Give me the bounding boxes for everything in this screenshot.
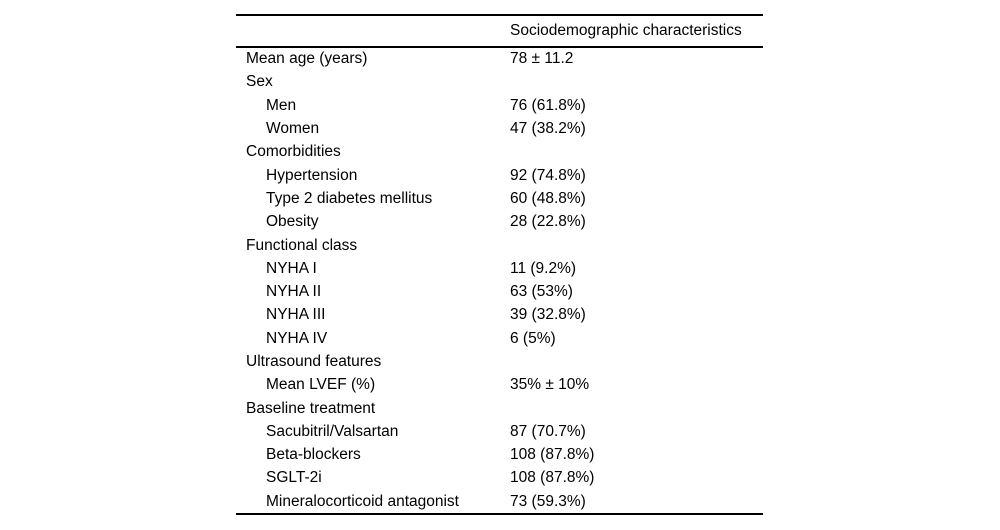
table-header-row: Sociodemographic characteristics [236,16,763,46]
table-row: Mean age (years) 78 ± 11.2 [236,48,763,71]
table-row: Mean LVEF (%) 35% ± 10% [236,374,763,397]
table-rule-header-separator [236,45,763,48]
row-value: 11 (9.2%) [510,259,577,277]
row-label: Type 2 diabetes mellitus [266,189,433,207]
table-row: NYHA III 39 (32.8%) [236,304,763,327]
table-row: NYHA II 63 (53%) [236,280,763,303]
table-row: Mineralocorticoid antagonist 73 (59.3%) [236,490,763,513]
row-value: 92 (74.8%) [510,166,586,184]
table-row: Hypertension 92 (74.8%) [236,164,763,187]
row-label: Comorbidities [246,143,341,161]
table-row: Obesity 28 (22.8%) [236,211,763,234]
row-label: Sex [246,73,273,91]
row-value: 78 ± 11.2 [510,50,574,68]
row-value: 108 (87.8%) [510,469,595,487]
row-value: 47 (38.2%) [510,120,586,138]
table-row: Men 76 (61.8%) [236,94,763,117]
table-row: SGLT-2i 108 (87.8%) [236,467,763,490]
row-label: Women [266,120,320,138]
row-value: 39 (32.8%) [510,306,586,324]
row-label: NYHA I [266,259,317,277]
row-label: SGLT-2i [266,469,322,487]
row-value: 35% ± 10% [510,376,590,394]
row-label: NYHA II [266,283,322,301]
table-header-label: Sociodemographic characteristics [510,21,742,39]
table-row: Type 2 diabetes mellitus 60 (48.8%) [236,187,763,210]
row-value: 73 (59.3%) [510,492,586,510]
row-value: 108 (87.8%) [510,446,595,464]
table-row: Sacubitril/Valsartan 87 (70.7%) [236,420,763,443]
table-row: Beta-blockers 108 (87.8%) [236,444,763,467]
table-row: Sex [236,71,763,94]
row-label: Ultrasound features [246,353,382,370]
row-label: Beta-blockers [266,446,361,464]
table-row: Women 47 (38.2%) [236,117,763,140]
row-label: Men [266,96,297,114]
table-row: NYHA IV 6 (5%) [236,327,763,350]
row-value: 6 (5%) [510,329,556,347]
table-rule-bottom [236,513,763,516]
row-label: Hypertension [266,166,358,184]
table-row: Functional class [236,234,763,257]
row-value: 76 (61.8%) [510,96,586,114]
row-label: Baseline treatment [246,399,376,417]
row-label: NYHA III [266,306,326,324]
row-label: Mean age (years) [246,50,368,68]
row-label: Obesity [266,213,319,231]
table-body: Mean age (years) 78 ± 11.2 Sex Men 76 (6… [236,48,763,514]
row-label: NYHA IV [266,329,328,347]
row-value: 60 (48.8%) [510,189,586,207]
row-label: Mineralocorticoid antagonist [266,492,459,510]
table-row: Ultrasound features [236,350,763,373]
table-row: Baseline treatment [236,397,763,420]
row-label: Sacubitril/Valsartan [266,422,399,440]
table-row: Comorbidities [236,141,763,164]
row-value: 28 (22.8%) [510,213,586,231]
table-rule-top [236,14,763,16]
row-value: 87 (70.7%) [510,422,586,440]
row-value: 63 (53%) [510,283,573,301]
row-label: Mean LVEF (%) [266,376,376,394]
table-row: NYHA I 11 (9.2%) [236,257,763,280]
row-label: Functional class [246,236,358,254]
characteristics-table: Sociodemographic characteristics Mean ag… [236,14,763,516]
